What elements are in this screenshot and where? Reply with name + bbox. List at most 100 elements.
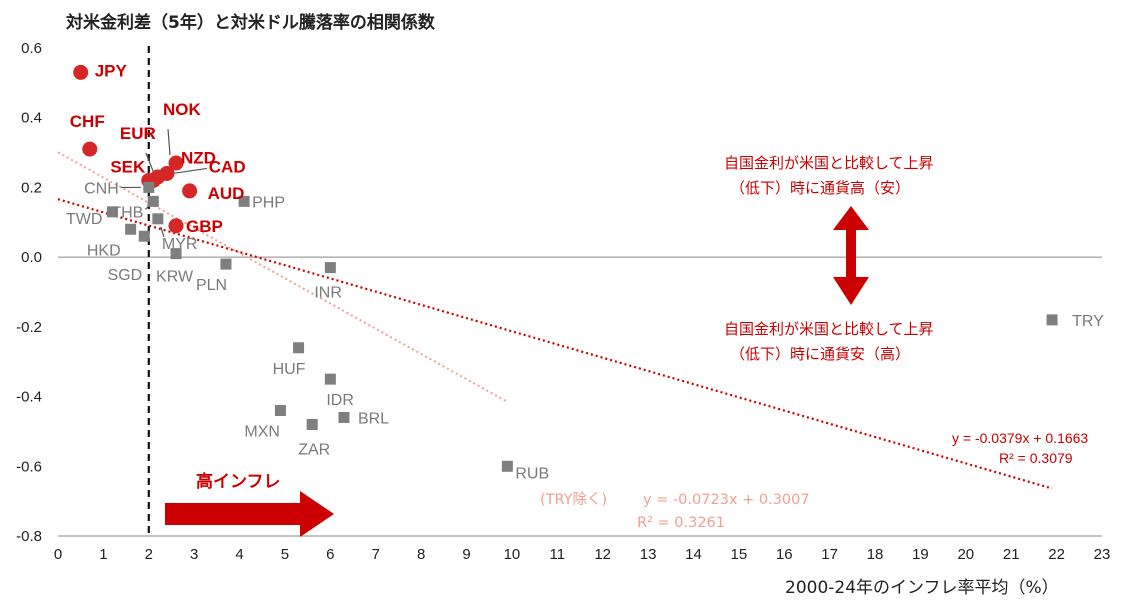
label-php: PHP <box>252 194 285 211</box>
point-nzd <box>159 165 175 181</box>
label-sgd: SGD <box>108 267 143 284</box>
trend-all-equation: y = -0.0379x + 0.1663 <box>952 430 1088 446</box>
point-zar <box>306 418 318 430</box>
label-eur: EUR <box>120 124 156 143</box>
x-tick-label: 10 <box>504 546 521 563</box>
label-mxn: MXN <box>244 424 280 441</box>
point-mxn <box>274 405 286 417</box>
x-tick-label: 16 <box>776 546 793 563</box>
point-sgd <box>138 230 150 242</box>
label-krw: KRW <box>156 269 194 286</box>
x-tick-label: 0 <box>54 546 62 563</box>
high-inflation-label: 高インフレ <box>196 471 281 492</box>
x-tick-label: 12 <box>594 546 611 563</box>
data-points <box>73 64 1058 472</box>
point-nok <box>168 155 184 171</box>
label-pln: PLN <box>196 277 227 294</box>
high-inflation-arrow <box>165 491 334 537</box>
annotation-upper-1: 自国金利が米国と比較して上昇 <box>724 154 934 172</box>
y-tick-label: -0.6 <box>16 458 42 475</box>
leader-myr <box>160 226 165 237</box>
x-tick-label: 18 <box>867 546 884 563</box>
label-cad: CAD <box>209 157 246 176</box>
x-tick-label: 8 <box>417 546 425 563</box>
point-php <box>238 195 250 207</box>
point-jpy <box>73 64 89 80</box>
y-tick-label: -0.8 <box>16 528 42 545</box>
trendline-ex-try <box>57 151 508 403</box>
x-tick-label: 6 <box>326 546 334 563</box>
x-tick-label: 9 <box>462 546 470 563</box>
x-tick-label: 4 <box>235 546 243 563</box>
label-idr: IDR <box>326 392 354 409</box>
annotation-lower-1: 自国金利が米国と比較して上昇 <box>724 320 934 338</box>
label-nzd: NZD <box>181 148 216 167</box>
x-tick-label: 15 <box>731 546 748 563</box>
label-inr: INR <box>314 285 342 302</box>
x-tick-label: 1 <box>99 546 107 563</box>
x-tick-label: 20 <box>957 546 974 563</box>
y-axis-ticks: 0.6 0.4 0.2 0.0 -0.2 -0.4 -0.6 -0.8 <box>16 40 42 545</box>
x-tick-label: 21 <box>1003 546 1020 563</box>
x-tick-label: 3 <box>190 546 198 563</box>
point-krw <box>170 248 182 260</box>
point-chf <box>82 141 98 157</box>
point-huf <box>293 342 305 354</box>
x-tick-label: 2 <box>145 546 153 563</box>
x-tick-label: 19 <box>912 546 929 563</box>
annotation-upper-2: （低下）時に通貨高（安） <box>730 179 910 197</box>
leader-eur <box>145 152 155 174</box>
label-chf: CHF <box>70 112 105 131</box>
x-tick-label: 23 <box>1094 546 1111 563</box>
y-tick-label: 0.6 <box>21 40 42 57</box>
point-pln <box>220 258 232 270</box>
point-hkd <box>125 223 137 235</box>
x-tick-label: 13 <box>640 546 657 563</box>
trend-extry-r2: R² = 0.3261 <box>637 515 725 531</box>
trend-extry-equation: y = -0.0723x + 0.3007 <box>643 492 810 508</box>
y-tick-label: 0.2 <box>21 179 42 196</box>
x-tick-label: 11 <box>550 546 566 563</box>
point-try <box>1046 314 1058 326</box>
label-myr: MYR <box>162 236 198 253</box>
x-tick-label: 22 <box>1048 546 1065 563</box>
trend-extry-prefix: (TRY除く) <box>540 491 607 508</box>
y-tick-label: -0.2 <box>16 319 42 336</box>
label-hkd: HKD <box>87 242 121 259</box>
label-zar: ZAR <box>298 441 330 458</box>
label-try: TRY <box>1072 313 1104 330</box>
label-aud: AUD <box>208 184 245 203</box>
label-rub: RUB <box>515 465 549 482</box>
point-twd <box>106 206 118 218</box>
label-nok: NOK <box>163 100 202 119</box>
point-myr <box>152 213 164 225</box>
y-tick-label: 0.4 <box>21 110 42 127</box>
up-down-arrow <box>833 206 869 305</box>
point-thb <box>147 195 159 207</box>
x-axis-label: 2000-24年のインフレ率平均（%） <box>785 578 1059 598</box>
point-rub <box>501 460 513 472</box>
y-tick-label: -0.4 <box>16 389 42 406</box>
x-tick-label: 14 <box>685 546 702 563</box>
point-idr <box>324 373 336 385</box>
point-brl <box>338 411 350 423</box>
label-huf: HUF <box>273 361 306 378</box>
leader-nok <box>167 128 171 156</box>
label-gbp: GBP <box>186 217 223 236</box>
point-aud <box>182 183 198 199</box>
label-jpy: JPY <box>95 61 128 80</box>
label-thb: THB <box>111 204 143 221</box>
label-sek: SEK <box>110 157 146 176</box>
annotation-lower-2: （低下）時に通貨安（高） <box>730 345 910 363</box>
trendline-all <box>57 198 1053 490</box>
trend-all-r2: R² = 0.3079 <box>999 450 1073 466</box>
y-tick-label: 0.0 <box>21 249 42 266</box>
label-cnh: CNH <box>84 180 119 197</box>
point-inr <box>324 262 336 274</box>
x-tick-label: 17 <box>821 546 838 563</box>
x-tick-label: 5 <box>281 546 289 563</box>
label-twd: TWD <box>66 211 102 228</box>
x-tick-label: 7 <box>372 546 380 563</box>
